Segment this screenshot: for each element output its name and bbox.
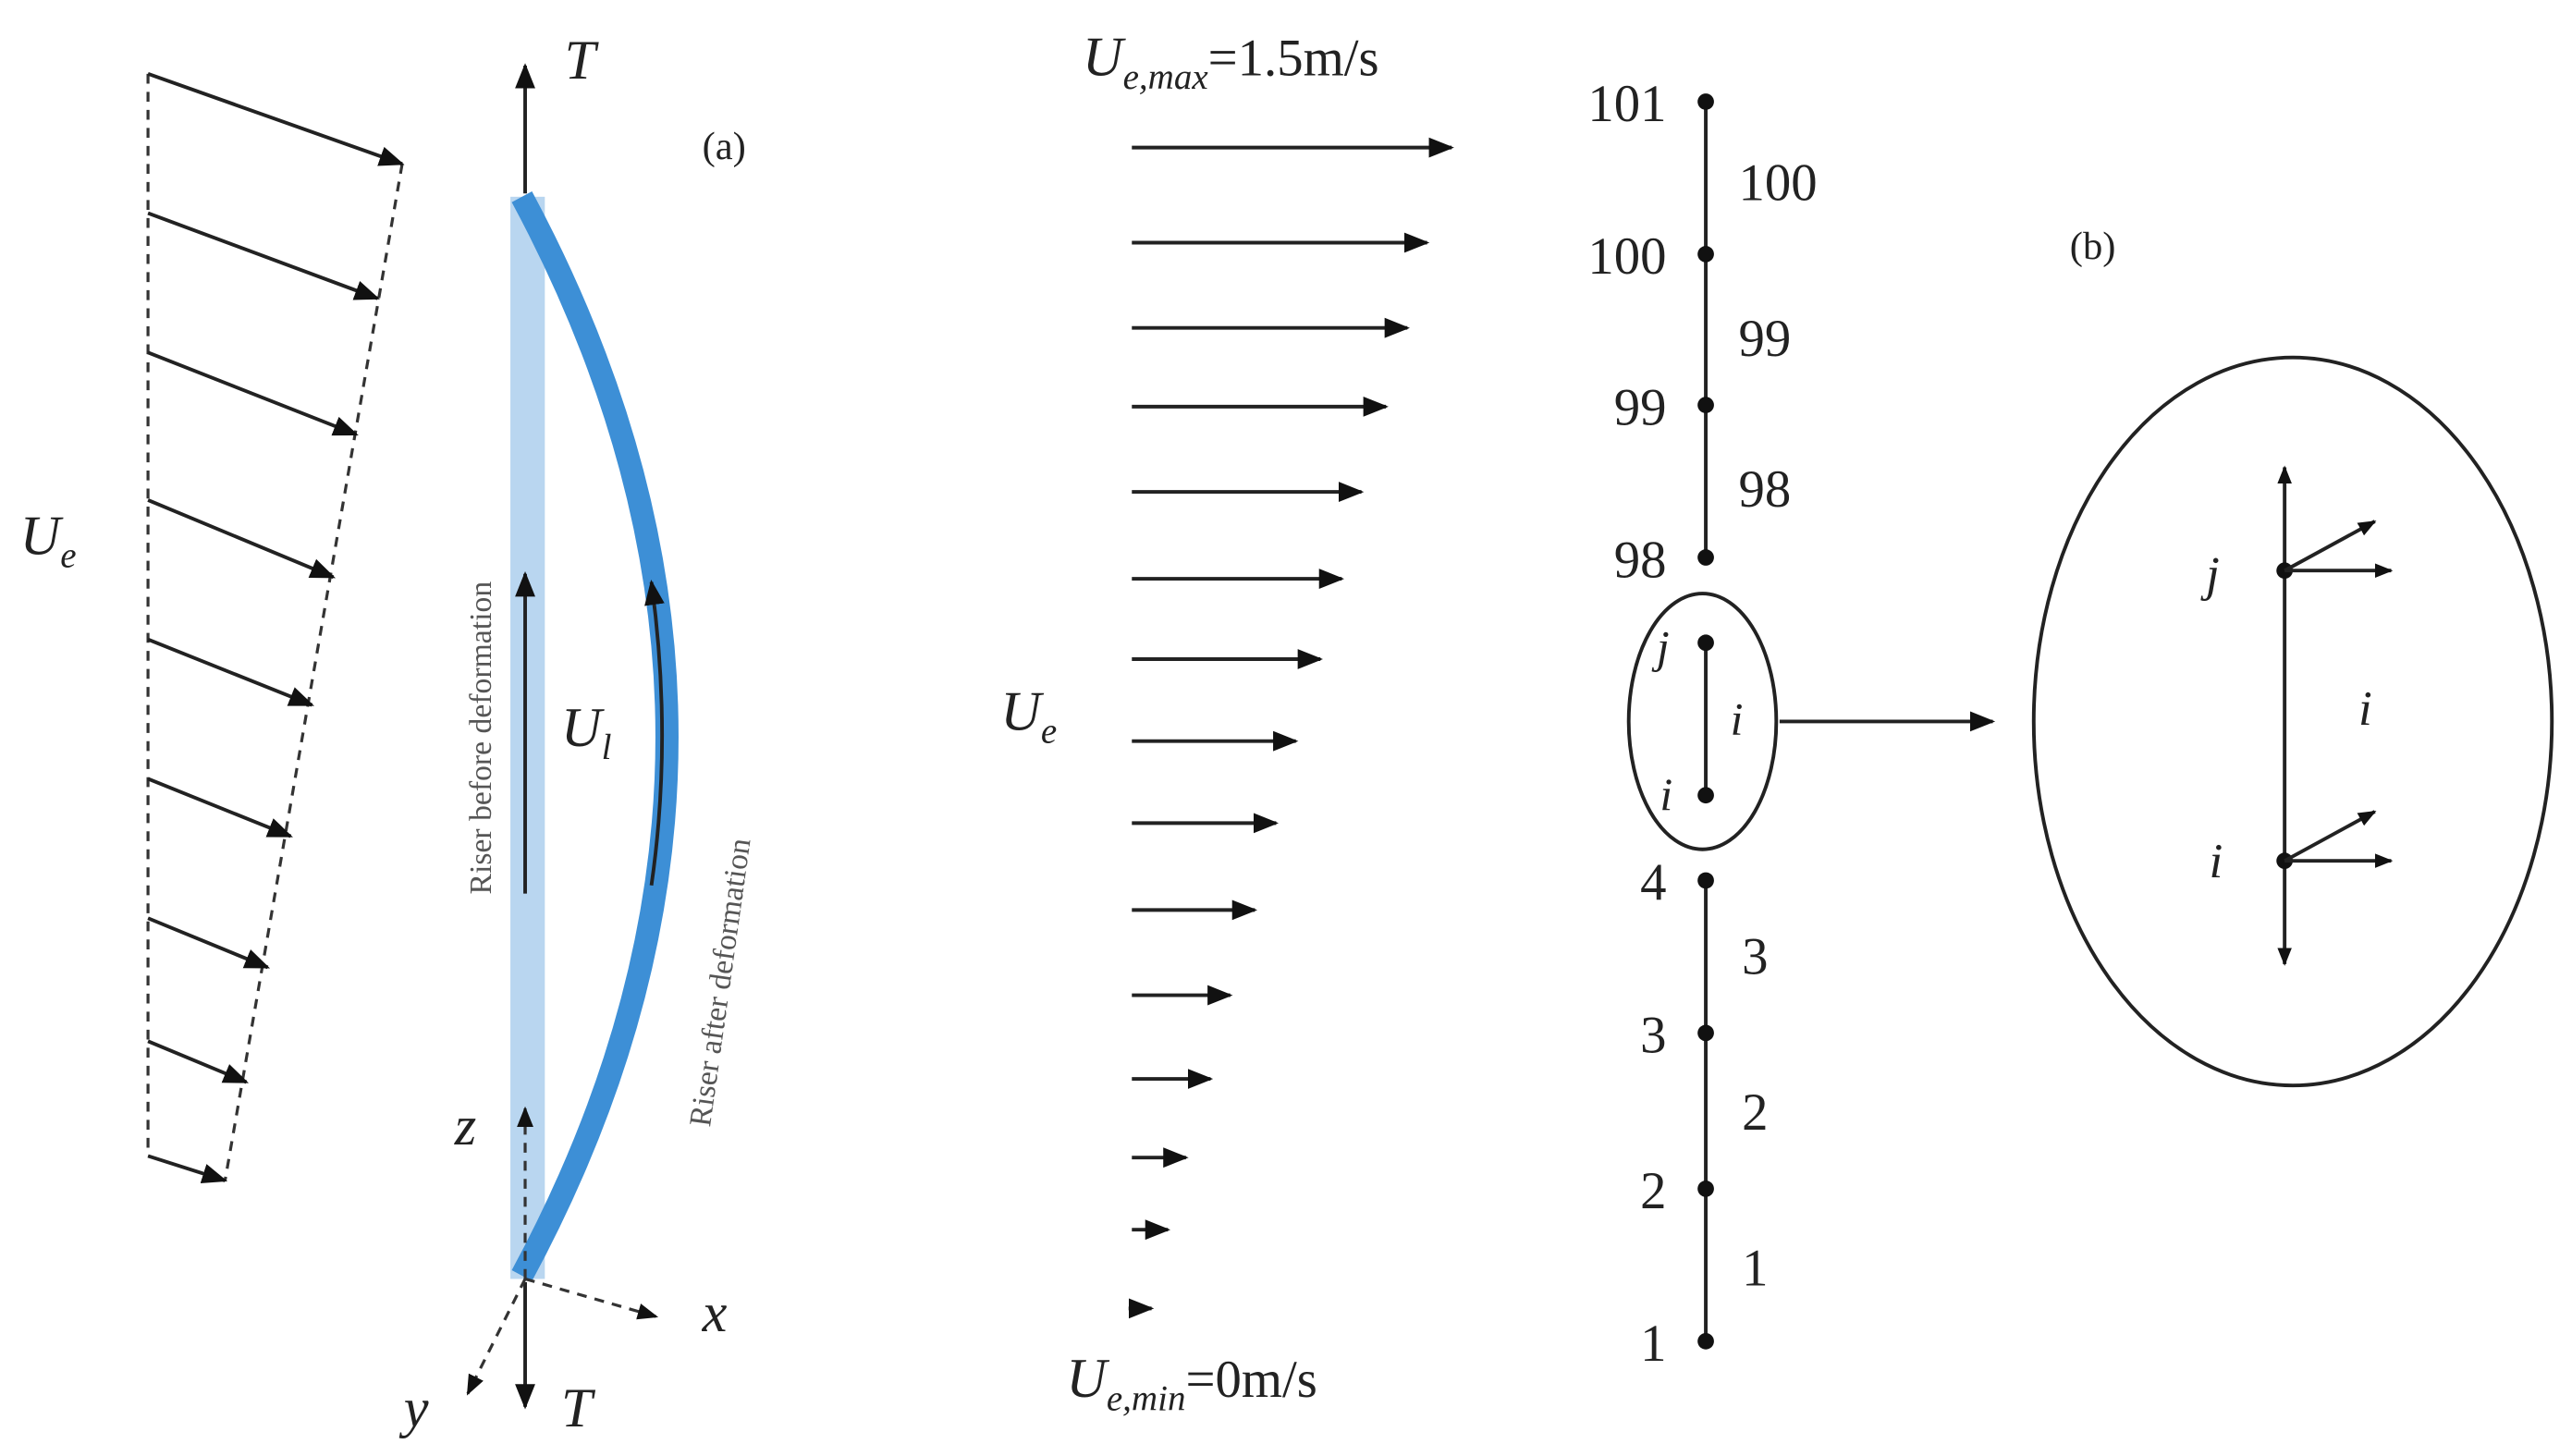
axis-label: x	[702, 1282, 728, 1344]
subscript: e	[1041, 711, 1057, 751]
element-label: i	[2358, 681, 2372, 736]
element-labels: 100 99 98 3 2 1	[1739, 153, 1818, 1297]
node	[1697, 634, 1714, 652]
symbol: U	[1083, 27, 1126, 89]
node-label: 3	[1640, 1007, 1666, 1065]
current-arrow	[147, 211, 380, 300]
current-arrow	[147, 1154, 228, 1183]
value: =0m/s	[1185, 1351, 1317, 1409]
tension-label: T	[561, 1377, 596, 1439]
force-arrow	[2284, 810, 2377, 863]
element-label: 98	[1739, 460, 1792, 519]
tension-label: T	[565, 30, 600, 92]
panel-label: (b)	[2070, 225, 2116, 268]
current-arrow	[147, 350, 359, 436]
node-label: 98	[1614, 531, 1667, 589]
node-label: 99	[1614, 378, 1667, 436]
axis-label: y	[398, 1377, 429, 1439]
symbol: U	[1000, 680, 1044, 742]
current-arrow	[147, 498, 337, 580]
node-label: i	[1660, 769, 1672, 820]
subscript: e,max	[1123, 57, 1209, 97]
detail-ellipse	[2031, 355, 2554, 1088]
node-label: i	[2210, 834, 2223, 888]
symbol: U	[1066, 1348, 1109, 1410]
node-label: 2	[1640, 1162, 1666, 1220]
zoom-ellipse	[1626, 592, 1779, 851]
current-arrow	[147, 637, 314, 707]
y-axis	[466, 1278, 527, 1396]
subscript: e,min	[1107, 1378, 1186, 1418]
current-arrow	[147, 916, 271, 970]
subscript: e	[60, 536, 76, 576]
node	[1697, 1332, 1714, 1350]
current-arrow	[147, 1039, 250, 1084]
node	[1697, 872, 1714, 889]
node-label: 1	[1640, 1315, 1666, 1373]
internal-flow-arrow	[644, 579, 665, 887]
node	[1697, 397, 1714, 413]
current-arrow	[147, 71, 405, 166]
element-label: 3	[1742, 928, 1768, 986]
current-min-label: Ue,min=0m/s	[1066, 1348, 1317, 1418]
axis-label: z	[454, 1095, 476, 1157]
riser-after-label: Riser after deformation	[683, 836, 757, 1129]
symbol: U	[561, 697, 605, 759]
node-chain: 101 100 99 98 4 3 2 1 100 99 98 3 2 1	[1587, 75, 1817, 1373]
x-axis	[524, 1277, 659, 1320]
node	[1697, 1181, 1714, 1197]
node-labels: 101 100 99 98 4 3 2 1	[1587, 75, 1666, 1373]
current-arrows	[147, 71, 405, 1183]
node-label: j	[2200, 547, 2220, 602]
node	[1697, 246, 1714, 263]
element-label: 100	[1739, 153, 1818, 212]
riser-after	[511, 190, 679, 1281]
element-label: 99	[1739, 310, 1792, 368]
riser-before-label: Riser before deformation	[464, 581, 498, 895]
detail-view: j i i	[2031, 355, 2554, 1088]
current-arrow	[147, 777, 293, 838]
panel-b: Ue,max=1.5m/s Ue Ue,min=0m/s	[1000, 27, 2554, 1418]
value: =1.5m/s	[1208, 30, 1379, 88]
current-label: Ue	[20, 505, 77, 575]
element-label: i	[1731, 694, 1744, 745]
symbol: U	[20, 505, 64, 567]
force-arrow	[2284, 520, 2377, 572]
nodes	[1697, 93, 1714, 1350]
internal-flow-label: Ul	[561, 697, 611, 767]
node	[1697, 93, 1714, 110]
node-label: j	[1651, 622, 1670, 673]
riser-before	[510, 196, 545, 1279]
node-label: 4	[1640, 854, 1666, 912]
current-profile	[146, 71, 405, 1183]
current-max-label: Ue,max=1.5m/s	[1083, 27, 1379, 97]
panel-a: Ue T T Ul Riser before deformation Riser…	[20, 30, 758, 1439]
velocity-arrows	[1128, 137, 1454, 1319]
subscript: l	[602, 728, 612, 767]
current-label: Ue	[1000, 680, 1057, 751]
node	[1697, 1024, 1714, 1042]
panel-label: (a)	[703, 125, 746, 168]
node-label: 100	[1587, 227, 1666, 286]
zoom-element: j i i	[1626, 592, 1779, 851]
node	[1697, 549, 1714, 566]
element-label: 2	[1742, 1083, 1768, 1142]
element-label: 1	[1742, 1240, 1768, 1298]
node	[1697, 787, 1714, 804]
profile-envelope	[223, 164, 404, 1181]
node-label: 101	[1587, 75, 1666, 133]
